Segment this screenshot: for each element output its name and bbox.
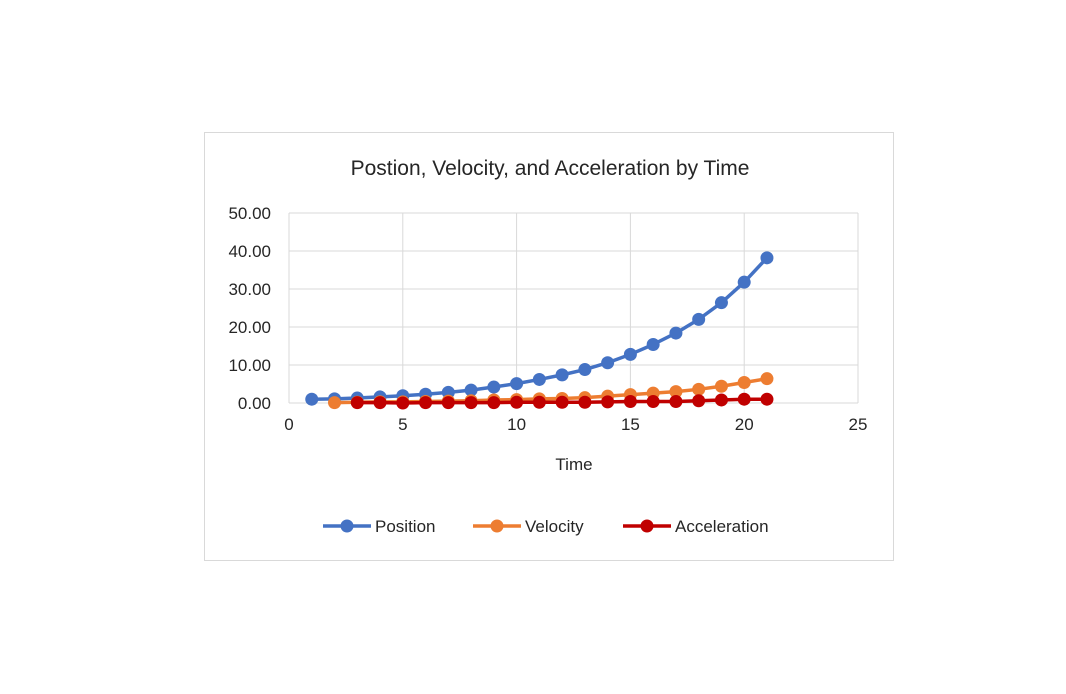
data-point: [669, 394, 683, 408]
data-point: [396, 396, 410, 410]
data-point: [760, 372, 774, 386]
y-tick-label: 20.00: [228, 318, 271, 337]
y-tick-label: 50.00: [228, 204, 271, 223]
data-point: [714, 393, 728, 407]
series-position: [305, 251, 774, 406]
data-point: [737, 392, 751, 406]
legend-label: Acceleration: [675, 517, 769, 536]
y-tick-labels: 0.00 10.00 20.00 30.00 40.00 50.00: [228, 204, 271, 413]
x-tick-label: 5: [398, 415, 407, 434]
data-point: [714, 379, 728, 393]
data-point: [623, 347, 637, 361]
data-point: [601, 395, 615, 409]
legend: Position Velocity Acceleration: [323, 517, 769, 536]
data-point: [692, 394, 706, 408]
data-point: [510, 395, 524, 409]
y-tick-label: 40.00: [228, 242, 271, 261]
chart-title: Postion, Velocity, and Acceleration by T…: [351, 157, 750, 180]
x-tick-label: 10: [507, 415, 526, 434]
legend-marker: [640, 519, 654, 533]
data-point: [419, 396, 433, 410]
data-point: [646, 394, 660, 408]
series-acceleration: [350, 392, 774, 410]
y-tick-label: 0.00: [238, 394, 271, 413]
legend-item-velocity: Velocity: [473, 517, 584, 536]
data-point: [532, 372, 546, 386]
data-point: [555, 395, 569, 409]
data-point: [464, 396, 478, 410]
data-point: [441, 396, 455, 410]
series-layer: [305, 251, 774, 410]
data-point: [714, 296, 728, 310]
data-point: [601, 356, 615, 370]
chart-svg: Postion, Velocity, and Acceleration by T…: [228, 157, 867, 536]
data-point: [373, 396, 387, 410]
y-tick-label: 10.00: [228, 356, 271, 375]
data-point: [692, 312, 706, 326]
data-point: [669, 385, 683, 399]
x-tick-label: 25: [849, 415, 868, 434]
data-point: [328, 396, 342, 410]
data-point: [760, 392, 774, 406]
y-tick-label: 30.00: [228, 280, 271, 299]
data-point: [737, 375, 751, 389]
data-point: [760, 251, 774, 265]
data-point: [646, 337, 660, 351]
legend-marker: [490, 519, 504, 533]
chart-frame: Postion, Velocity, and Acceleration by T…: [204, 132, 894, 561]
x-tick-label: 15: [621, 415, 640, 434]
data-point: [623, 394, 637, 408]
data-point: [737, 275, 751, 289]
x-axis-title: Time: [555, 455, 592, 474]
gridlines: [288, 212, 859, 404]
data-point: [578, 395, 592, 409]
x-tick-label: 0: [284, 415, 293, 434]
data-point: [532, 395, 546, 409]
data-point: [578, 363, 592, 377]
data-point: [510, 377, 524, 391]
data-point: [487, 380, 501, 394]
legend-marker: [340, 519, 354, 533]
data-point: [305, 392, 319, 406]
data-point: [669, 326, 683, 340]
data-point: [692, 382, 706, 396]
data-point: [487, 396, 501, 410]
data-point: [555, 368, 569, 382]
data-point: [350, 396, 364, 410]
data-point: [464, 383, 478, 397]
legend-label: Position: [375, 517, 435, 536]
x-tick-label: 20: [735, 415, 754, 434]
legend-item-position: Position: [323, 517, 435, 536]
legend-label: Velocity: [525, 517, 584, 536]
x-tick-labels: 0 5 10 15 20 25: [284, 415, 867, 434]
legend-item-acceleration: Acceleration: [623, 517, 769, 536]
